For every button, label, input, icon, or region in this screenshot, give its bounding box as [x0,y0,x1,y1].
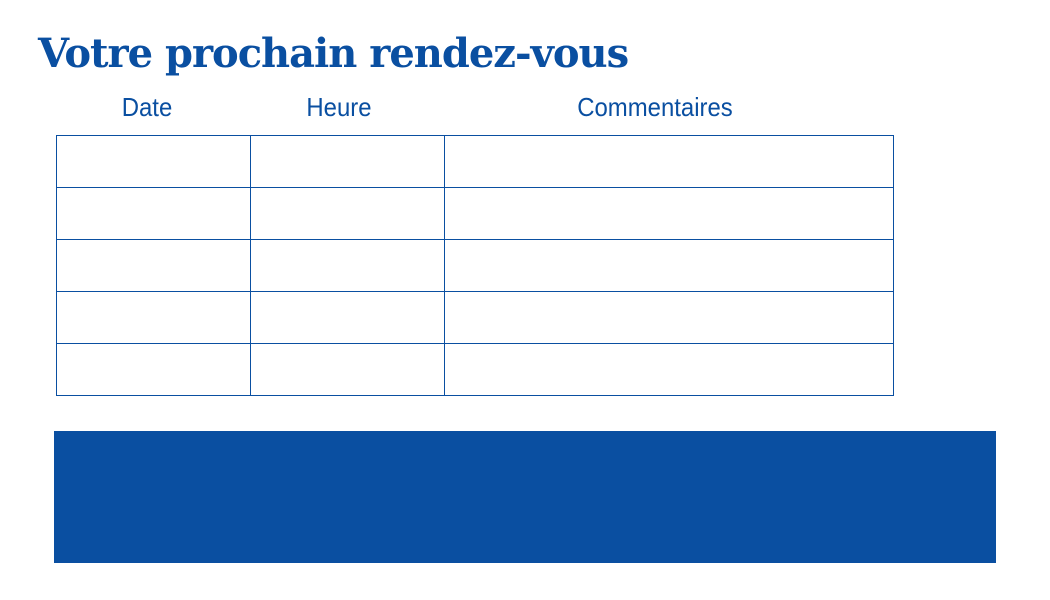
cell-heure [250,187,445,240]
heure-input[interactable] [251,188,444,239]
date-input[interactable] [57,292,250,343]
commentaires-input[interactable] [445,240,893,291]
cell-date [56,291,251,344]
column-header-commentaires: Commentaires [577,92,733,122]
date-input[interactable] [57,240,250,291]
commentaires-input[interactable] [445,344,893,395]
date-input[interactable] [57,136,250,187]
cell-heure [250,239,445,292]
page-title: Votre prochain rendez-vous [38,30,629,77]
cell-date [56,343,251,396]
cell-commentaires [444,135,894,188]
table-row [56,187,894,240]
table-row [56,135,894,188]
commentaires-input[interactable] [445,188,893,239]
commentaires-input[interactable] [445,136,893,187]
heure-input[interactable] [251,136,444,187]
cell-date [56,187,251,240]
table-row [56,291,894,344]
cell-heure [250,291,445,344]
heure-input[interactable] [251,292,444,343]
column-header-heure: Heure [306,92,372,122]
cell-heure [250,135,445,188]
date-input[interactable] [57,344,250,395]
cell-date [56,135,251,188]
heure-input[interactable] [251,344,444,395]
heure-input[interactable] [251,240,444,291]
table-row [56,239,894,292]
table-row [56,343,894,396]
cell-commentaires [444,291,894,344]
cell-commentaires [444,239,894,292]
column-header-date: Date [121,92,173,122]
cell-commentaires [444,187,894,240]
commentaires-input[interactable] [445,292,893,343]
appointment-table [56,135,894,396]
date-input[interactable] [57,188,250,239]
cell-heure [250,343,445,396]
footer-band [54,431,996,563]
cell-date [56,239,251,292]
cell-commentaires [444,343,894,396]
